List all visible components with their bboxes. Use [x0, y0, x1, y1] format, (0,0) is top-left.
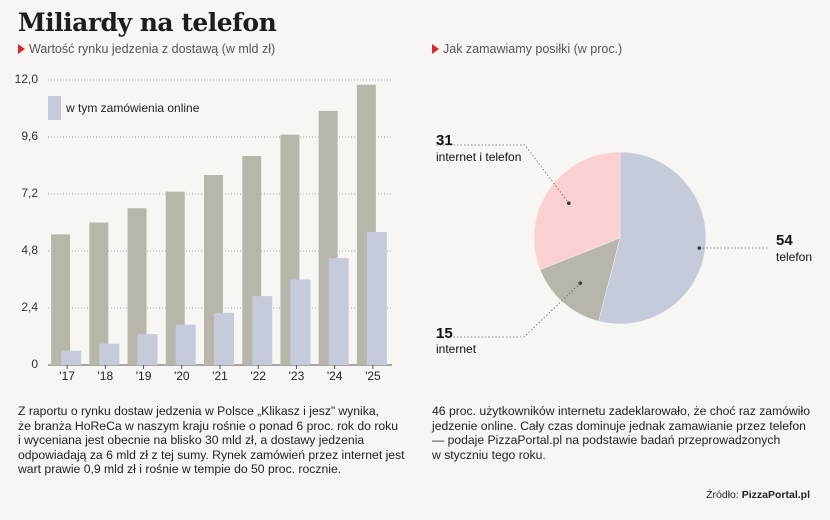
bar-online [137, 334, 158, 365]
bar-online [252, 296, 273, 365]
bar-chart-subtitle-text: Wartość rynku jedzenia z dostawą (w mld … [29, 42, 276, 56]
bar-online [99, 343, 120, 365]
pie-slice-internet [539, 237, 621, 322]
left-description-line: że branża HoReCa w naszym kraju rośnie o… [18, 418, 399, 433]
page-title: Miliardy na telefon [18, 8, 277, 37]
triangle-marker-icon [18, 44, 25, 54]
left-description-line: wart prawie 0,9 mld zł i rośnie w tempie… [18, 462, 342, 477]
bar-total [165, 191, 185, 365]
pie-value-internet-i-telefon: 31 [436, 132, 453, 149]
pie-value-internet: 15 [436, 325, 453, 342]
x-tick-label: '19 [136, 369, 152, 383]
bar-chart-subtitle: Wartość rynku jedzenia z dostawą (w mld … [18, 42, 275, 56]
pie-label-internet-i-telefon: internet i telefon [436, 150, 521, 164]
charts-canvas: 02,44,87,29,612,0 '17'18'19'20'21'22'23 '… [15, 72, 812, 383]
source-value: PizzaPortal.pl [741, 489, 810, 501]
x-tick-label: '17 [59, 369, 75, 383]
x-tick-label: '22 [250, 369, 266, 383]
pie-label-internet: internet [436, 342, 477, 356]
right-description-line: jedzenie online. Cały czas dominuje jedn… [432, 418, 806, 433]
source-credit: Źródło: PizzaPortal.pl [706, 489, 810, 501]
pie-slice-telefon [598, 151, 707, 325]
legend-label-online: w tym zamówienia online [65, 101, 200, 115]
y-tick-label: 9,6 [21, 129, 38, 143]
left-description-line: i wyceniana jest obecnie na blisko 30 ml… [18, 433, 365, 448]
x-tick-label: '25 [365, 369, 381, 383]
bar-online [290, 279, 311, 365]
y-tick-label: 2,4 [21, 300, 38, 314]
bar-online [175, 324, 196, 365]
bar-chart-y-axis: 0 2,4 4,8 7,2 9,6 12,0 [15, 72, 39, 371]
pie-slice-internet-i-telefon [533, 151, 621, 270]
triangle-marker-icon [432, 44, 439, 54]
pie-chart-subtitle: Jak zamawiamy posiłki (w proc.) [432, 42, 622, 56]
x-tick-label: '24 [327, 369, 343, 383]
bar-online [61, 350, 82, 365]
bar-total [51, 234, 71, 365]
leader-line [436, 144, 570, 204]
left-description-line: Z raportu o rynku dostaw jedzenia w Pols… [18, 404, 380, 418]
source-label: Źródło: [706, 489, 739, 501]
y-tick-label: 4,8 [21, 243, 38, 257]
bar-online [214, 312, 234, 365]
pie-label-telefon: telefon [776, 250, 812, 264]
right-description: 46 proc. użytkowników internetu zadeklar… [432, 404, 812, 462]
right-description-line: 46 proc. użytkowników internetu zadeklar… [432, 404, 810, 418]
x-tick-label: '23 [289, 369, 305, 383]
right-description-line: w styczniu tego roku. [432, 447, 546, 462]
y-tick-label: 12,0 [15, 72, 39, 86]
x-tick-label: '18 [98, 369, 114, 383]
bar-online [328, 258, 349, 365]
bar-chart-legend: w tym zamówienia online [48, 96, 200, 120]
bar-total [127, 208, 147, 365]
pie-value-telefon: 54 [776, 232, 793, 249]
legend-swatch-online [48, 96, 61, 120]
y-tick-label: 0 [31, 357, 38, 371]
y-tick-label: 7,2 [21, 186, 38, 200]
bar-online [366, 232, 387, 365]
x-tick-label: '21 [212, 369, 228, 383]
leader-line [436, 282, 581, 338]
bar-chart-x-axis: '17 '18 '19 '20 '21 '22 '23 '24 '25 [59, 365, 381, 383]
pie-chart-subtitle-text: Jak zamawiamy posiłki (w proc.) [443, 42, 623, 56]
bar-chart-bars [51, 84, 387, 365]
left-description: Z raportu o rynku dostaw jedzenia w Pols… [18, 404, 405, 477]
right-description-line: — podaje PizzaPortal.pl na podstawie bad… [432, 433, 781, 448]
x-tick-label: '20 [174, 369, 190, 383]
bar-total [89, 222, 109, 365]
left-description-line: odpowiadają za 6 mld zł z tej sumy. Ryne… [18, 447, 405, 462]
